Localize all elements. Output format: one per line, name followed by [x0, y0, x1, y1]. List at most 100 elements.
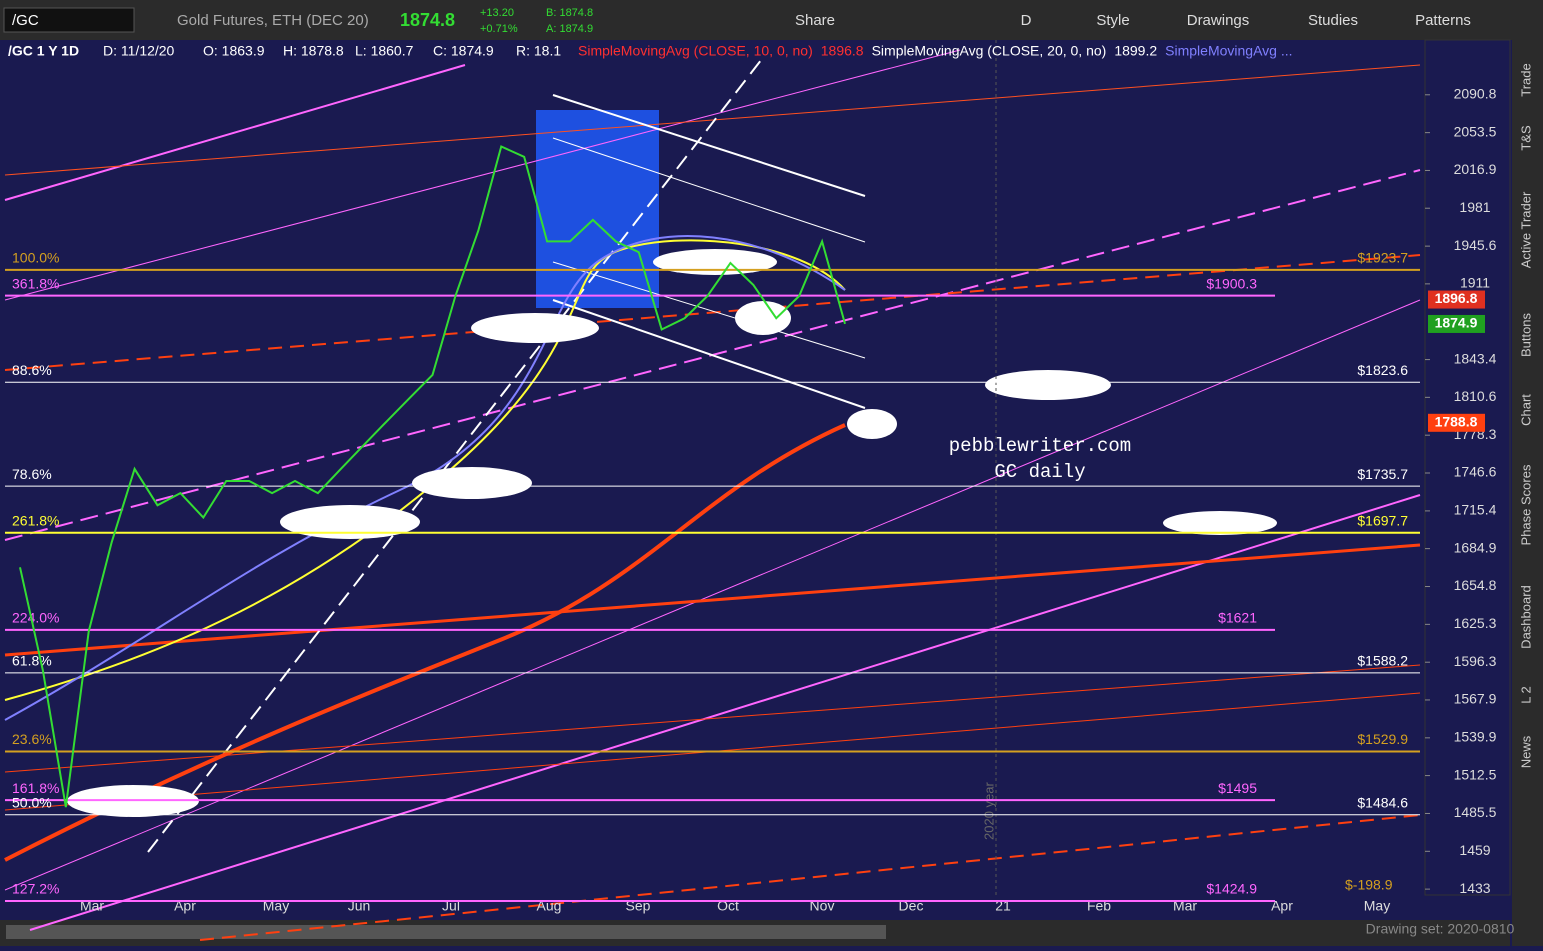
- side-tab[interactable]: Chart: [1518, 394, 1533, 426]
- trend-line: [4, 664, 1421, 773]
- toolbar-button[interactable]: Drawings: [1187, 12, 1250, 29]
- level-pct: 88.6%: [12, 362, 52, 378]
- y-tick-label: 1459: [1459, 842, 1490, 858]
- side-tab[interactable]: Active Trader: [1518, 191, 1533, 268]
- ask: A: 1874.9: [546, 23, 593, 35]
- price-badge: [1428, 413, 1485, 432]
- level-label: $1697.7: [1357, 512, 1408, 528]
- side-tabs-bg: [1512, 40, 1543, 946]
- price-badge: [1428, 290, 1485, 309]
- header-field: L: 1860.7: [355, 43, 414, 59]
- level-label: $-198.9: [1345, 877, 1393, 893]
- y-tick-label: 1512.5: [1454, 766, 1497, 782]
- level-pct: 100.0%: [12, 250, 59, 266]
- price-badge: [1428, 314, 1485, 333]
- level-label: $1900.3: [1206, 275, 1257, 291]
- y-tick-label: 1981: [1459, 199, 1490, 215]
- price-axis: [1424, 39, 1511, 896]
- trend-line: [199, 814, 1421, 941]
- study-name: SimpleMovingAvg (CLOSE, 20, 0, no): [872, 43, 1107, 59]
- trend-line: [4, 543, 1421, 657]
- toolbar-button[interactable]: Share: [795, 12, 835, 29]
- level-pct: 224.0%: [12, 610, 59, 626]
- y-tick-label: 1625.3: [1454, 615, 1497, 631]
- y-tick-label: 1746.6: [1454, 464, 1497, 480]
- y-tick-label: 1485.5: [1454, 804, 1497, 820]
- trend-line: [29, 494, 1421, 931]
- scroll-thumb[interactable]: [6, 925, 886, 939]
- y-tick-label: 1433: [1459, 880, 1490, 896]
- ellipse: [735, 301, 791, 335]
- x-tick-label: May: [1364, 898, 1390, 914]
- ellipse: [1163, 511, 1277, 535]
- drawings: [4, 49, 1421, 941]
- x-tick-label: Apr: [1271, 898, 1293, 914]
- price-badge-label: 1788.8: [1435, 414, 1478, 430]
- channel-line: [552, 137, 866, 243]
- level-label: $1484.6: [1357, 794, 1408, 810]
- bid: B: 1874.8: [546, 7, 593, 19]
- symbol-box[interactable]: [3, 7, 135, 33]
- y-tick-label: 2016.9: [1454, 161, 1497, 177]
- toolbar-button[interactable]: D: [1021, 12, 1032, 29]
- y-tick-label: 1810.6: [1454, 388, 1497, 404]
- toolbar-button[interactable]: Studies: [1308, 12, 1358, 29]
- moving-average: [4, 423, 846, 862]
- y-tick-label: 1596.3: [1454, 653, 1497, 669]
- y-tick-label: 1539.9: [1454, 729, 1497, 745]
- y-tick-label: 1715.4: [1454, 502, 1497, 518]
- ellipse: [985, 370, 1111, 400]
- trend-line: [4, 64, 1421, 176]
- price-badge-label: 1896.8: [1435, 290, 1478, 306]
- level-pct: 161.8%: [12, 780, 59, 796]
- watermark: pebblewriter.com: [949, 435, 1131, 457]
- level-label: $1529.9: [1357, 731, 1408, 747]
- y-tick-label: 1654.8: [1454, 577, 1497, 593]
- side-tab[interactable]: Dashboard: [1518, 585, 1533, 649]
- level-pct: 61.8%: [12, 653, 52, 669]
- highlight-box: [536, 110, 659, 308]
- level-pct: 261.8%: [12, 512, 59, 528]
- level-label: $1923.7: [1357, 250, 1408, 266]
- level-label: $1621: [1218, 610, 1257, 626]
- side-tab[interactable]: News: [1518, 735, 1533, 768]
- header-field: H: 1878.8: [283, 43, 344, 59]
- trend-line: [4, 64, 466, 201]
- level-label: $1735.7: [1357, 466, 1408, 482]
- moving-average: [4, 235, 846, 721]
- ellipse: [471, 313, 599, 343]
- last-price: 1874.8: [400, 10, 455, 30]
- y-tick-label: 1843.4: [1454, 350, 1497, 366]
- side-tab[interactable]: T&S: [1518, 125, 1533, 151]
- level-pct: 78.6%: [12, 466, 52, 482]
- level-pct: 50.0%: [12, 794, 52, 810]
- year-marker: 2020 year: [981, 782, 996, 840]
- level-pct: 127.2%: [12, 881, 59, 897]
- footer: Drawing set: 2020-0810: [1366, 921, 1515, 937]
- toolbar-button[interactable]: Patterns: [1415, 12, 1471, 29]
- watermark: GC daily: [994, 461, 1085, 483]
- ellipse: [412, 467, 532, 499]
- header-field: O: 1863.9: [203, 43, 265, 59]
- level-label: $1495: [1218, 780, 1257, 796]
- level-label: $1588.2: [1357, 653, 1408, 669]
- side-tab[interactable]: L 2: [1518, 686, 1533, 704]
- change-pct: +0.71%: [480, 23, 518, 35]
- ellipse: [280, 505, 420, 539]
- side-tab[interactable]: Buttons: [1518, 312, 1533, 357]
- y-tick-label: 2090.8: [1454, 85, 1497, 101]
- chart-bg: [0, 40, 1510, 946]
- side-tab[interactable]: Trade: [1518, 63, 1533, 96]
- price-line: [19, 145, 846, 808]
- toolbar-button[interactable]: Style: [1096, 12, 1129, 29]
- y-tick-label: 1684.9: [1454, 539, 1497, 555]
- ellipse: [653, 249, 777, 275]
- side-tab[interactable]: Phase Scores: [1518, 464, 1533, 545]
- y-tick-label: 1945.6: [1454, 237, 1497, 253]
- toolbar-bg: [0, 0, 1543, 40]
- moving-average: [4, 239, 846, 701]
- symbol[interactable]: /GC: [12, 12, 39, 29]
- trend-line: [4, 254, 1421, 371]
